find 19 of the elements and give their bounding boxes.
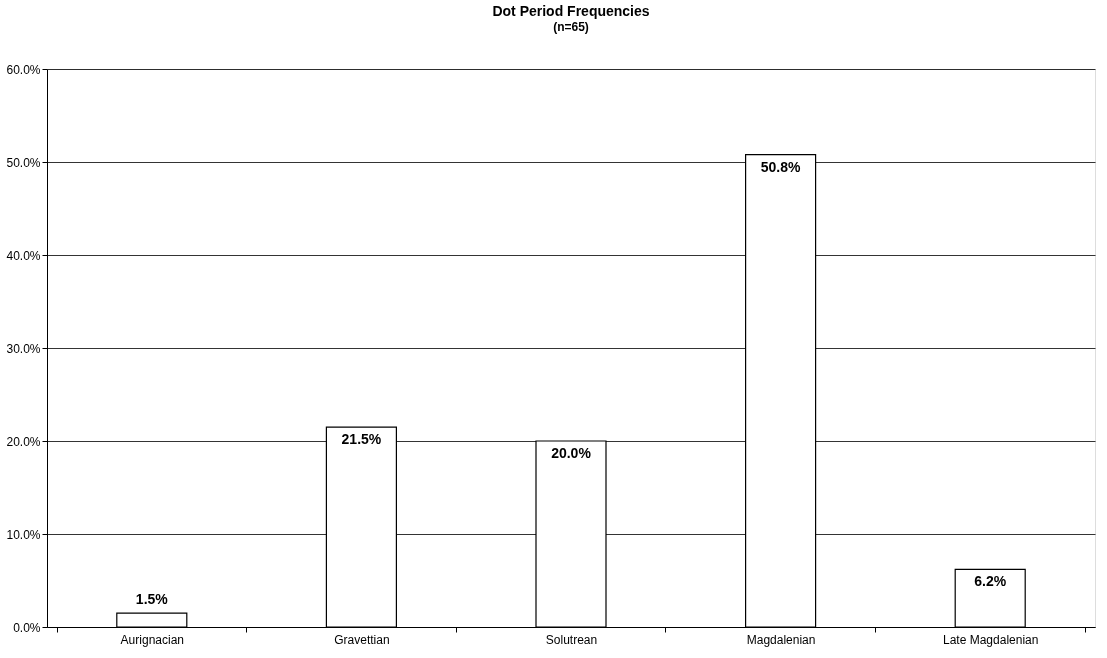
x-tick-label: Solutrean [545,632,598,647]
x-tick-label: Gravettian [334,632,390,647]
x-tick-label: Aurignacian [120,632,184,647]
y-tick-label: 0.0% [13,620,41,635]
y-tick-label: 40.0% [6,248,41,263]
y-tick-label: 10.0% [6,527,41,542]
y-tick-label: 60.0% [6,62,41,77]
x-tick-label: Magdalenian [746,632,816,647]
y-tick-label: 50.0% [6,155,41,170]
data-label: 20.0% [551,445,592,461]
data-label: 21.5% [341,431,382,448]
y-tick-label: 30.0% [6,341,41,356]
data-label: 50.8% [760,158,801,175]
chart-subtitle: (n=65) [553,20,589,34]
data-label: 6.2% [974,573,1007,590]
y-tick-label: 20.0% [6,434,41,449]
data-label: 1.5% [135,591,169,608]
x-tick-label: Late Magdalenian [942,632,1039,647]
chart-title: Dot Period Frequencies [492,3,650,19]
